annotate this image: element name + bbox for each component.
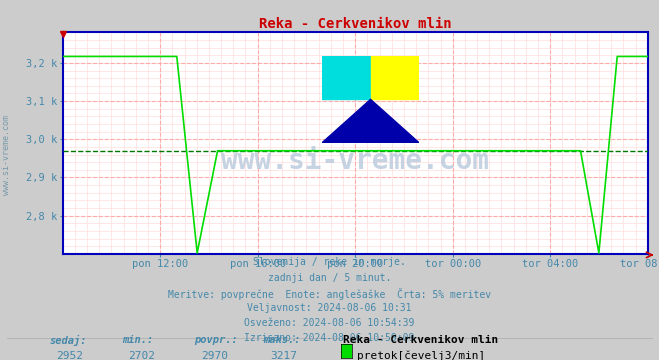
Text: 2952: 2952 — [56, 351, 83, 360]
Text: www.si-vreme.com: www.si-vreme.com — [2, 115, 11, 195]
Text: povpr.:: povpr.: — [194, 335, 238, 345]
Text: Veljavnost: 2024-08-06 10:31: Veljavnost: 2024-08-06 10:31 — [247, 303, 412, 313]
Text: 2970: 2970 — [201, 351, 228, 360]
Title: Reka - Cerkvenikov mlin: Reka - Cerkvenikov mlin — [259, 17, 451, 31]
Text: www.si-vreme.com: www.si-vreme.com — [221, 147, 489, 175]
Text: Osveženo: 2024-08-06 10:54:39: Osveženo: 2024-08-06 10:54:39 — [244, 318, 415, 328]
Text: Meritve: povprečne  Enote: anglešaške  Črta: 5% meritev: Meritve: povprečne Enote: anglešaške Črt… — [168, 288, 491, 300]
Text: sedaj:: sedaj: — [49, 335, 87, 346]
Text: Slovenija / reke in morje.: Slovenija / reke in morje. — [253, 257, 406, 267]
Text: Reka - Cerkvenikov mlin: Reka - Cerkvenikov mlin — [343, 335, 498, 345]
Polygon shape — [322, 99, 419, 143]
Text: 3217: 3217 — [270, 351, 297, 360]
Bar — [370, 56, 419, 99]
Text: 2702: 2702 — [129, 351, 156, 360]
Text: maks.:: maks.: — [264, 335, 301, 345]
Text: pretok[čevelj3/min]: pretok[čevelj3/min] — [357, 350, 486, 360]
Text: zadnji dan / 5 minut.: zadnji dan / 5 minut. — [268, 273, 391, 283]
Text: min.:: min.: — [122, 335, 153, 345]
Text: Izrisano: 2024-08-06 10:59:09: Izrisano: 2024-08-06 10:59:09 — [244, 333, 415, 343]
Bar — [322, 56, 370, 99]
